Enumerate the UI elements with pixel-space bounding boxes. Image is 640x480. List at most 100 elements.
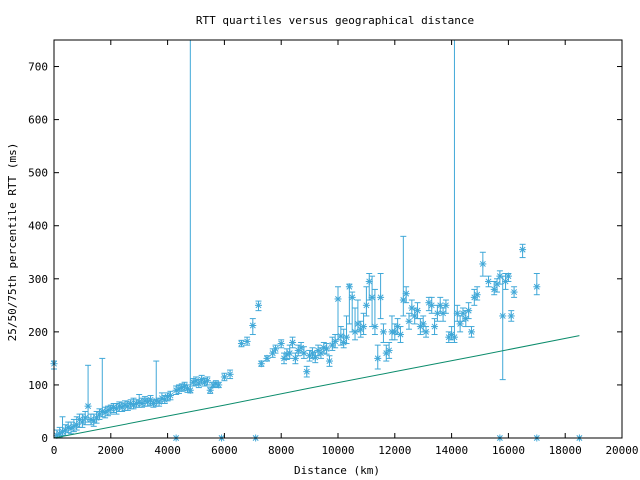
marker-stroke [127,400,134,407]
marker-stroke [465,307,472,314]
marker-stroke [468,328,475,335]
marker-stroke [73,421,80,428]
median-marker [385,346,393,354]
data-point [533,272,541,296]
median-marker [215,381,223,389]
data-point [493,278,501,293]
data-point [519,243,527,259]
y-tick-label: 300 [28,273,48,286]
median-marker [396,331,404,339]
y-tick-label: 0 [41,432,48,445]
marker-stroke [184,385,191,392]
marker-stroke [122,402,128,409]
marker-stroke [193,377,199,384]
median-marker [479,260,487,268]
marker-stroke [320,344,327,351]
median-marker [519,246,527,254]
median-marker [303,368,311,376]
marker-stroke [323,345,330,352]
data-point [450,40,458,343]
data-point [340,328,348,349]
median-marker [280,354,288,362]
median-marker [422,328,430,336]
median-marker [377,293,385,301]
data-point [166,390,174,401]
marker-stroke [442,302,449,309]
median-marker [399,296,407,304]
data-point [371,288,379,336]
marker-stroke [286,350,293,357]
median-marker [323,345,331,353]
data-point [331,334,339,349]
median-marker [166,392,174,400]
data-point [368,275,376,328]
marker-stroke [337,333,344,340]
median-marker [257,360,265,368]
marker-stroke [391,328,398,335]
marker-stroke [448,331,455,338]
marker-stroke [79,419,86,426]
marker-stroke [459,310,466,317]
marker-stroke [374,355,381,362]
y-tick-label: 200 [28,326,48,339]
y-tick-label: 400 [28,220,48,233]
data-point [237,339,245,348]
marker-stroke [156,398,163,405]
marker-stroke [360,323,367,330]
marker-stroke [397,331,404,338]
marker-stroke [303,368,310,375]
marker-stroke [187,387,194,394]
median-marker [379,328,387,336]
marker-stroke [289,339,296,346]
marker-stroke [411,312,418,319]
median-marker [291,354,299,362]
data-point [405,312,413,330]
median-marker [431,323,439,331]
marker-stroke [340,339,347,346]
marker-stroke [158,395,165,402]
data-point [203,376,211,386]
median-marker [507,312,515,320]
median-marker [243,337,251,345]
y-tick-label: 500 [28,167,48,180]
median-marker [402,290,410,298]
median-marker [297,344,305,352]
marker-stroke [300,350,307,357]
median-marker [343,333,351,341]
data-point [473,286,481,301]
x-tick-label: 8000 [268,444,295,457]
marker-stroke [215,381,222,388]
marker-stroke [264,355,270,362]
x-tick-label: 20000 [605,444,638,457]
data-point [465,302,473,320]
data-point [379,323,387,343]
marker-stroke [485,278,492,285]
data-point [226,369,234,380]
marker-stroke [423,328,430,335]
marker-stroke [110,404,117,411]
median-marker [289,338,297,346]
marker-stroke [153,397,160,404]
marker-stroke [204,377,211,384]
marker-stroke [491,286,498,293]
marker-stroke [400,297,407,304]
marker-stroke [428,302,435,309]
marker-stroke [343,334,350,341]
median-marker [362,301,370,309]
median-marker [348,293,356,301]
marker-stroke [479,260,486,267]
marker-stroke [116,403,123,410]
data-point [428,296,436,314]
data-point [422,326,430,338]
median-marker [263,354,271,362]
median-marker [308,349,316,357]
plot-area [50,40,583,442]
data-point [249,318,257,336]
marker-stroke [329,342,336,349]
y-tick-label: 600 [28,114,48,127]
median-marker [277,340,285,348]
median-marker [428,301,436,309]
x-tick-label: 6000 [211,444,238,457]
x-tick-label: 16000 [492,444,525,457]
